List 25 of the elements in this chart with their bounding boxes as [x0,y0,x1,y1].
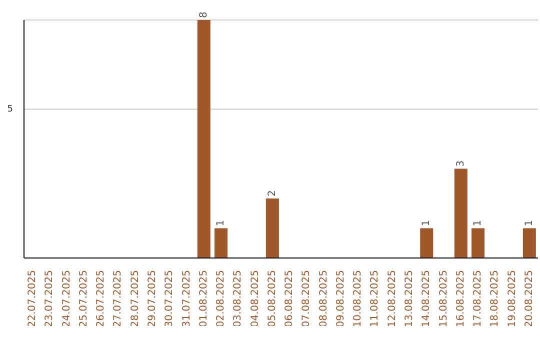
x-tick-label: 10.08.2025 [352,270,364,328]
data-label: 3 [455,160,466,167]
bar [472,228,485,258]
data-label: 1 [472,220,484,226]
data-label: 2 [266,190,278,196]
data-label: 1 [216,220,227,226]
x-tick-label: 19.08.2025 [506,270,518,328]
bar [266,198,279,258]
x-tick-label: 13.08.2025 [404,270,415,328]
bar [522,228,536,258]
x-tick-label: 15.08.2025 [438,270,450,328]
bar [214,228,228,258]
x-tick-label: 14.08.2025 [421,270,432,328]
x-tick-label: 16.08.2025 [455,270,466,328]
x-tick-label: 17.08.2025 [472,270,484,328]
x-tick-label: 11.08.2025 [370,270,381,328]
bar [454,168,468,258]
x-tick-label: 18.08.2025 [490,270,501,328]
x-tick-label: 12.08.2025 [386,270,398,328]
bar [197,20,210,258]
data-label: 1 [421,220,432,226]
y-tick-label: 5 [7,104,13,114]
bar [420,228,434,258]
data-label: 8 [198,12,210,18]
data-label: 1 [524,220,535,226]
